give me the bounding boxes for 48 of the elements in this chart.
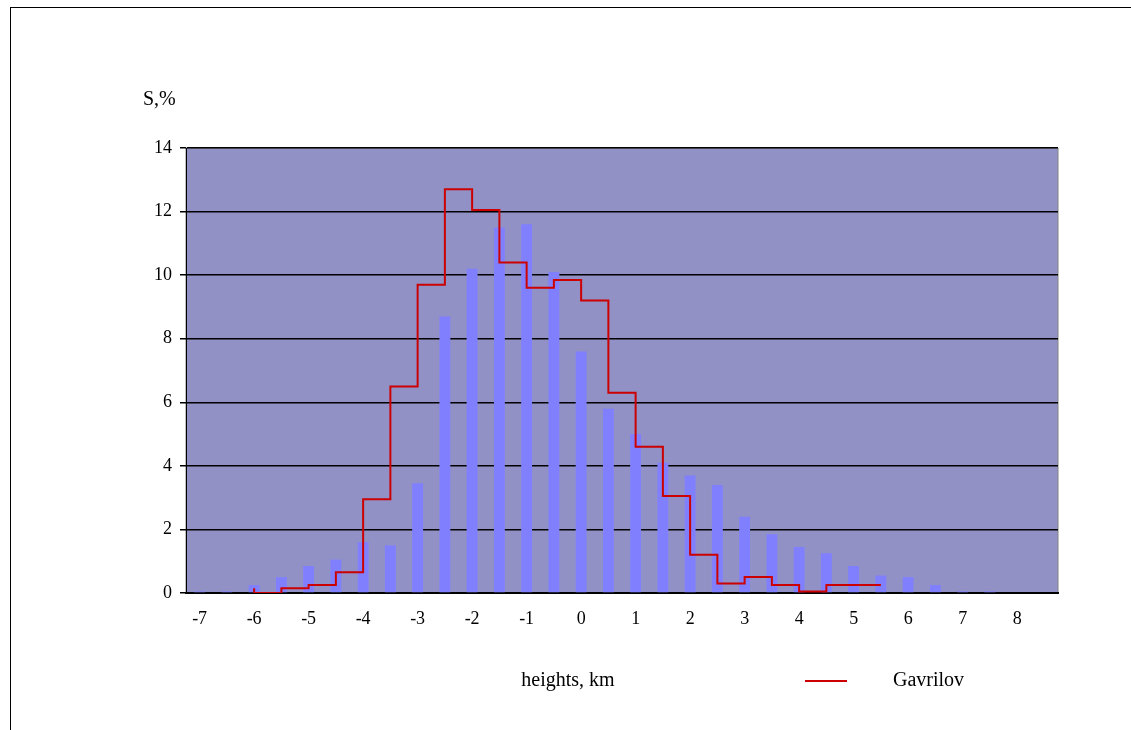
bar xyxy=(303,565,315,593)
x-tick-label: -6 xyxy=(246,607,262,628)
bar xyxy=(575,351,587,593)
y-tick-label: 12 xyxy=(154,200,172,221)
x-tick-label: 6 xyxy=(903,607,913,628)
x-tick-label: 8 xyxy=(1012,607,1022,628)
bar xyxy=(630,434,642,593)
bar xyxy=(466,268,478,593)
x-tick-label: -2 xyxy=(464,607,480,628)
y-tick-label: 4 xyxy=(163,454,172,475)
bar xyxy=(548,271,560,593)
x-tick-label: -3 xyxy=(410,607,426,628)
y-axis-title: S,% xyxy=(143,87,176,110)
x-tick-label: -4 xyxy=(355,607,371,628)
x-tick-label: 3 xyxy=(740,607,750,628)
x-tick-label: 5 xyxy=(849,607,859,628)
y-tick-label: 2 xyxy=(163,518,172,539)
x-tick-label: -5 xyxy=(301,607,317,628)
x-tick-label: -1 xyxy=(519,607,535,628)
x-axis-title: heights, km xyxy=(521,668,616,692)
bar xyxy=(766,534,778,593)
bar xyxy=(711,484,723,593)
bar xyxy=(875,575,887,593)
bar xyxy=(521,224,533,593)
bar xyxy=(439,316,451,593)
y-tick-label: 0 xyxy=(163,581,172,602)
y-tick-label: 14 xyxy=(154,136,172,157)
bar xyxy=(412,483,424,593)
bar xyxy=(929,585,941,593)
bar xyxy=(739,516,751,593)
bar xyxy=(902,577,914,593)
legend-label: Gavrilov xyxy=(893,668,965,691)
x-tick-label: 4 xyxy=(794,607,804,628)
bar xyxy=(602,408,614,593)
bar xyxy=(793,546,805,593)
bar xyxy=(848,565,860,593)
bar xyxy=(657,462,669,593)
bar xyxy=(493,227,505,593)
x-tick-label: 1 xyxy=(631,607,641,628)
x-tick-label: 2 xyxy=(685,607,695,628)
x-tick-label: 0 xyxy=(576,607,586,628)
x-tick-label: 7 xyxy=(958,607,968,628)
y-tick-label: 8 xyxy=(163,327,172,348)
y-tick-label: 10 xyxy=(154,263,172,284)
bar xyxy=(384,545,396,593)
x-tick-label: -7 xyxy=(192,607,208,628)
y-tick-label: 6 xyxy=(163,391,172,412)
bar xyxy=(820,553,832,593)
